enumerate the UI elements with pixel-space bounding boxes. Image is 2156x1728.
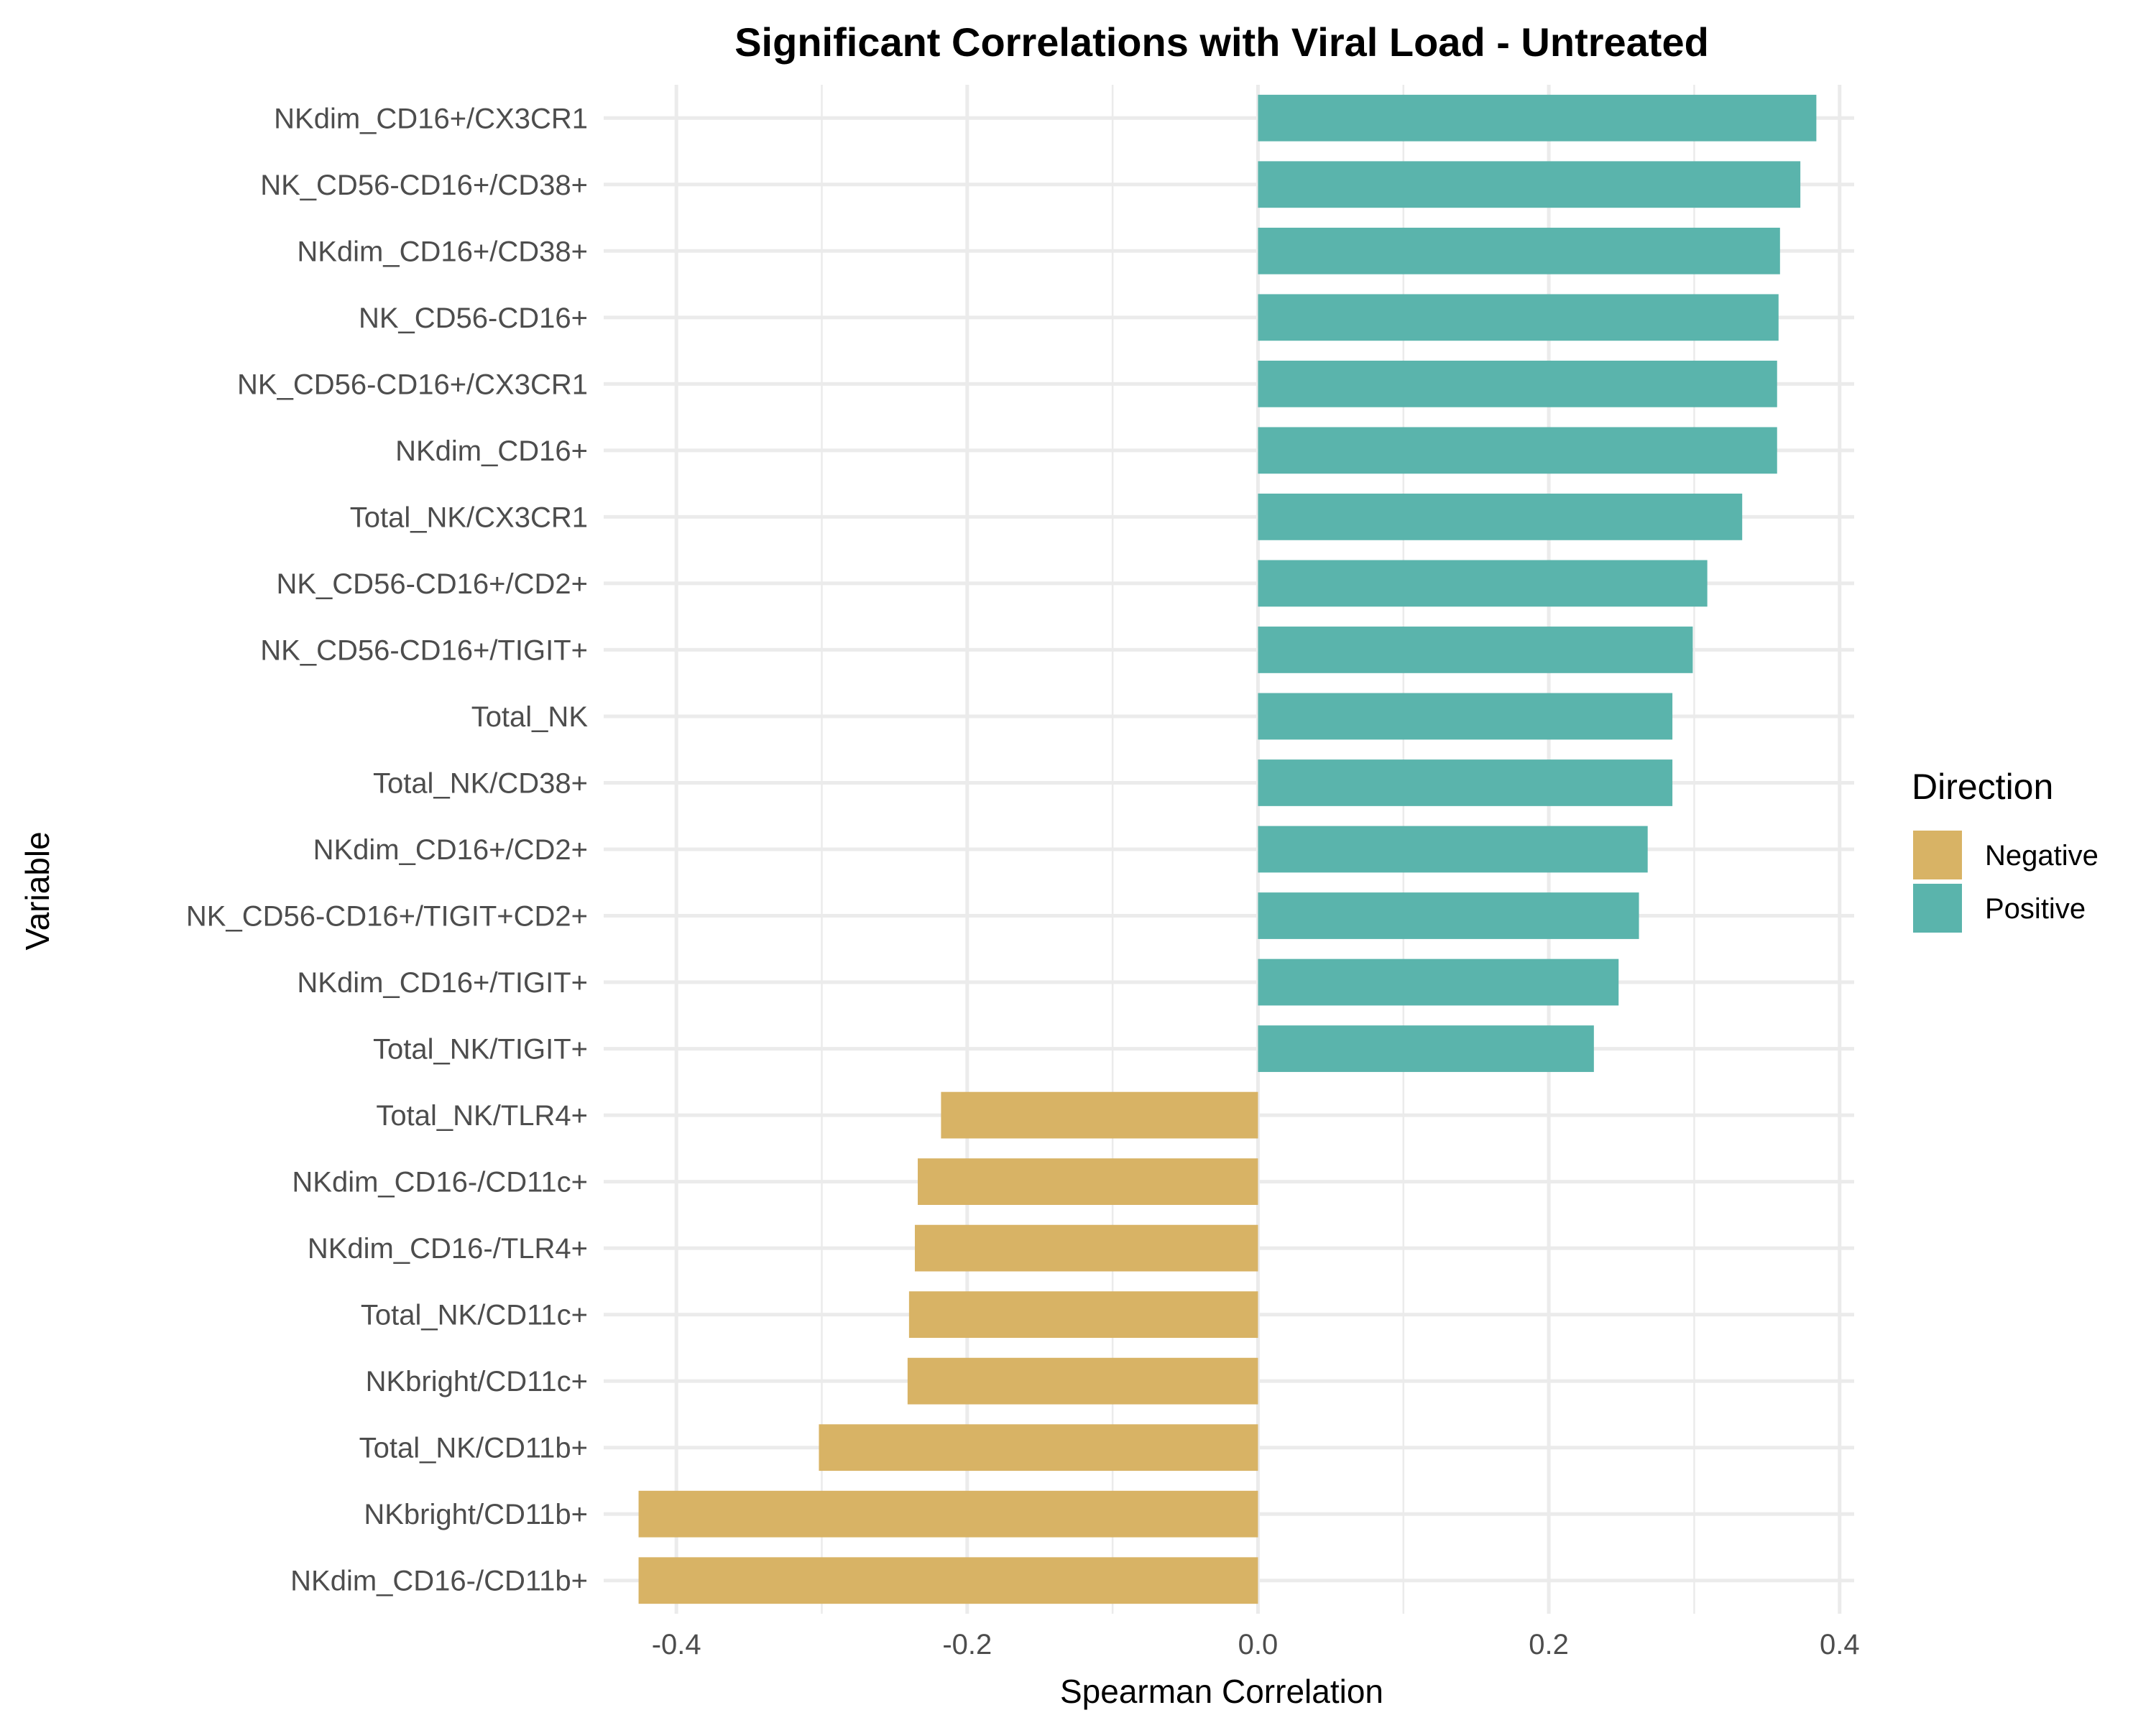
y-tick-label: NKdim_CD16+/CD2+ (313, 834, 588, 866)
bar-negative (914, 1224, 1258, 1272)
x-axis-label: Spearman Correlation (1060, 1673, 1383, 1710)
bar-positive (1258, 693, 1673, 740)
y-tick-label: NKdim_CD16-/CD11c+ (292, 1167, 588, 1198)
bar-positive (1258, 958, 1619, 1006)
y-tick-label: Total_NK (471, 701, 589, 733)
y-tick-label: Total_NK/CX3CR1 (350, 502, 588, 533)
y-tick-label: NK_CD56-CD16+/TIGIT+CD2+ (186, 901, 588, 933)
y-tick-label: Total_NK/CD38+ (373, 767, 588, 799)
bar-negative (941, 1091, 1258, 1139)
y-tick-label: NK_CD56-CD16+/CD2+ (276, 568, 588, 600)
legend-swatch-positive (1913, 884, 1962, 933)
y-tick-label: NK_CD56-CD16+/CD38+ (260, 170, 588, 201)
y-tick-label: NKdim_CD16+/CX3CR1 (274, 103, 588, 134)
bar-negative (918, 1158, 1258, 1205)
legend-swatch-negative (1913, 831, 1962, 879)
bar-negative (638, 1490, 1258, 1538)
bar-positive (1258, 94, 1817, 142)
bar-positive (1258, 294, 1779, 341)
y-tick-label: NKdim_CD16+/TIGIT+ (297, 967, 588, 999)
legend: Direction Negative Positive (1912, 767, 2099, 933)
x-tick-label: -0.2 (942, 1629, 992, 1660)
bar-positive (1258, 1025, 1594, 1072)
bar-positive (1258, 360, 1777, 407)
y-tick-label: Total_NK/CD11c+ (361, 1300, 588, 1331)
bar-negative (638, 1557, 1258, 1604)
bar-negative (819, 1424, 1258, 1471)
y-tick-label: NKdim_CD16-/CD11b+ (290, 1566, 588, 1597)
y-tick-label: NKdim_CD16-/TLR4+ (308, 1233, 588, 1265)
y-tick-label: NKbright/CD11c+ (366, 1366, 588, 1397)
y-tick-label: Total_NK/CD11b+ (359, 1433, 588, 1464)
y-axis-label: Variable (19, 831, 56, 950)
y-tick-labels: NKdim_CD16+/CX3CR1 NK_CD56-CD16+/CD38+ NKd… (186, 103, 588, 1597)
bar-positive (1258, 161, 1801, 208)
legend-title: Direction (1912, 767, 2053, 807)
bar-positive (1258, 427, 1777, 474)
x-tick-label: 0.0 (1238, 1629, 1279, 1660)
y-tick-label: Total_NK/TLR4+ (376, 1100, 588, 1132)
bar-layer (638, 94, 1817, 1604)
bar-positive (1258, 494, 1743, 540)
y-tick-label: NKdim_CD16+/CD38+ (297, 236, 588, 267)
bar-positive (1258, 826, 1648, 873)
bar-positive (1258, 892, 1639, 939)
bar-positive (1258, 627, 1693, 673)
y-tick-label: NK_CD56-CD16+/TIGIT+ (260, 634, 588, 666)
y-tick-label: Total_NK/TIGIT+ (373, 1034, 588, 1066)
x-tick-labels: -0.4 -0.2 0.0 0.2 0.4 (652, 1629, 1860, 1660)
y-tick-label: NKbright/CD11b+ (364, 1499, 588, 1530)
bar-negative (907, 1357, 1258, 1405)
y-tick-label: NK_CD56-CD16+ (359, 302, 588, 334)
y-tick-label: NK_CD56-CD16+/CX3CR1 (237, 369, 588, 400)
bar-positive (1258, 759, 1673, 806)
chart-title: Significant Correlations with Viral Load… (734, 19, 1709, 65)
bar-positive (1258, 560, 1708, 607)
bar-negative (908, 1291, 1258, 1339)
x-tick-label: 0.4 (1820, 1629, 1860, 1660)
legend-label-negative: Negative (1985, 840, 2099, 872)
x-tick-label: -0.4 (652, 1629, 701, 1660)
x-tick-label: 0.2 (1529, 1629, 1569, 1660)
y-tick-label: NKdim_CD16+ (395, 435, 588, 467)
legend-label-positive: Positive (1985, 893, 2086, 925)
bar-positive (1258, 227, 1780, 274)
